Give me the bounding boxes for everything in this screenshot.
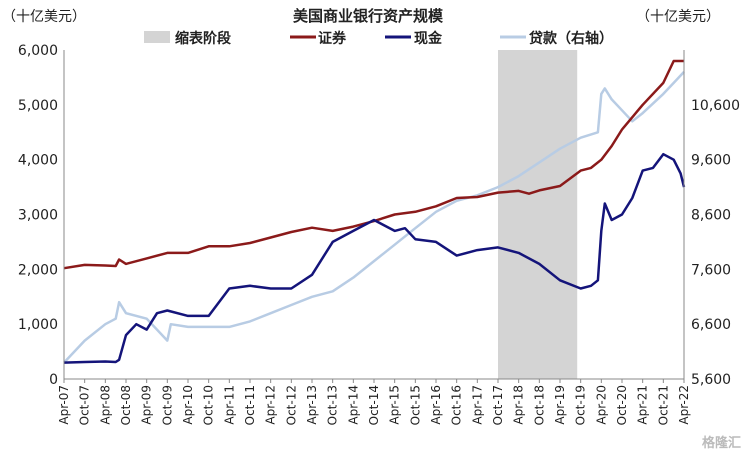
x-tick-17: Oct-15 (408, 385, 422, 425)
x-tick-5: Oct-09 (160, 385, 174, 425)
x-tick-11: Oct-12 (284, 385, 298, 425)
x-tick-18: Apr-16 (429, 385, 443, 425)
x-tick-14: Apr-14 (346, 385, 360, 425)
x-tick-19: Oct-16 (450, 385, 464, 425)
y-left-tick-6: 6,000 (18, 43, 58, 59)
x-tick-22: Apr-18 (512, 385, 526, 425)
x-tick-16: Apr-15 (388, 385, 402, 425)
y-left-tick-2: 2,000 (18, 262, 58, 278)
legend-label-shaded: 缩表阶段 (175, 30, 231, 47)
x-tick-10: Apr-12 (264, 385, 278, 425)
legend-label-cash: 现金 (414, 30, 443, 47)
plot-area (63, 50, 686, 379)
series-line-0 (63, 59, 684, 270)
y-right-tick-0: 5,600 (691, 372, 731, 388)
x-tick-20: Apr-17 (470, 385, 484, 425)
legend-swatch-shaded (144, 31, 170, 43)
x-tick-9: Oct-11 (243, 385, 257, 425)
x-tick-30: Apr-22 (677, 385, 691, 425)
x-tick-4: Apr-09 (140, 385, 154, 425)
watermark: 格隆汇 (702, 435, 741, 451)
legend: 缩表阶段 证券 现金 贷款（右轴） (144, 30, 613, 47)
x-tick-27: Oct-20 (615, 385, 629, 425)
x-tick-8: Apr-11 (222, 385, 236, 425)
x-tick-1: Oct-07 (78, 385, 92, 425)
x-tick-12: Apr-13 (305, 385, 319, 425)
series-line-1 (63, 152, 686, 364)
x-tick-26: Apr-20 (594, 385, 608, 425)
y-right-tick-1: 6,600 (691, 317, 731, 333)
x-tick-23: Oct-18 (532, 385, 546, 425)
x-tick-13: Oct-13 (326, 385, 340, 425)
x-tick-7: Oct-10 (202, 385, 216, 425)
x-tick-6: Apr-10 (181, 385, 195, 425)
y-left-tick-0: 0 (49, 372, 58, 388)
y-right-tick-3: 8,600 (691, 208, 731, 224)
y-right-tick-5: 10,600 (691, 98, 740, 114)
x-tick-24: Apr-19 (553, 385, 567, 425)
x-tick-28: Apr-21 (636, 385, 650, 425)
x-tick-29: Oct-21 (656, 385, 670, 425)
x-tick-15: Oct-14 (367, 385, 381, 425)
axes: 0 1,000 2,000 3,000 4,000 5,000 6,000 5,600 6,60… (18, 43, 740, 425)
right-axis-unit: （十亿美元） (636, 9, 720, 25)
y-left-tick-1: 1,000 (18, 317, 58, 333)
x-tick-3: Oct-08 (119, 385, 133, 425)
y-right-tick-4: 9,600 (691, 153, 731, 169)
series-line-2 (63, 71, 685, 364)
chart-title: 美国商业银行资产规模 (293, 7, 444, 25)
legend-label-loans: 贷款（右轴） (529, 30, 613, 47)
x-tick-21: Oct-17 (491, 385, 505, 425)
x-tick-25: Oct-19 (574, 385, 588, 425)
y-right-tick-2: 7,600 (691, 262, 731, 278)
y-left-tick-3: 3,000 (18, 208, 58, 224)
legend-label-securities: 证券 (318, 30, 347, 47)
x-tick-0: Apr-07 (57, 385, 71, 425)
x-tick-2: Apr-08 (98, 385, 112, 425)
y-left-tick-5: 5,000 (18, 98, 58, 114)
shaded-region (498, 50, 578, 379)
y-left-tick-4: 4,000 (18, 153, 58, 169)
left-axis-unit: （十亿美元） (2, 9, 86, 25)
